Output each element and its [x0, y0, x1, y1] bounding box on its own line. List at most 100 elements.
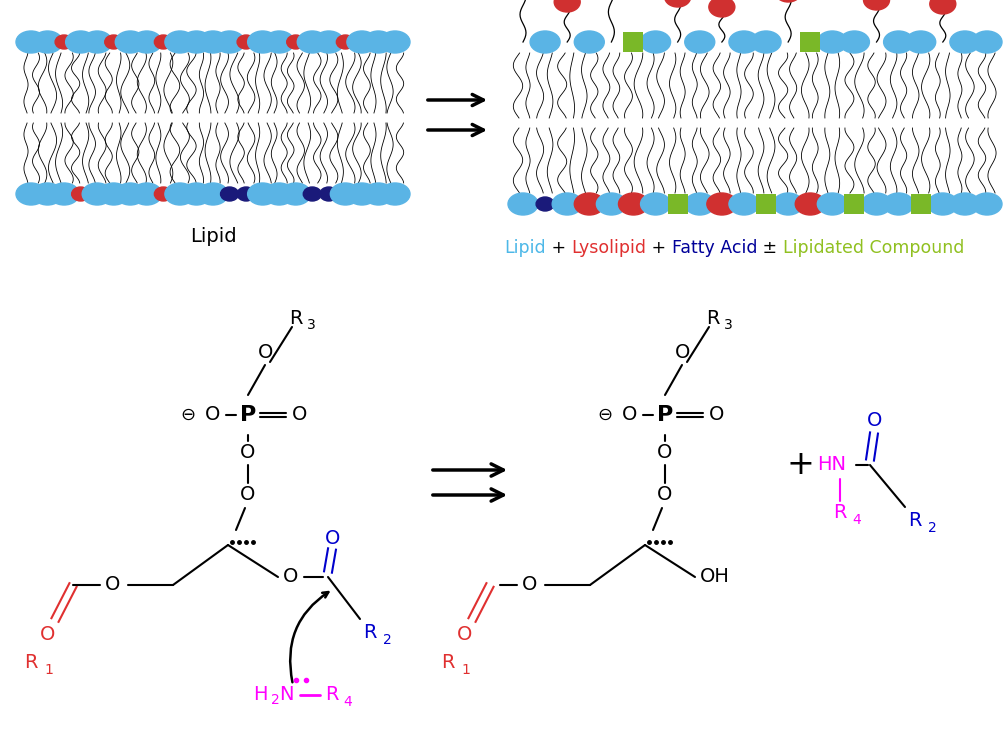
Ellipse shape: [729, 193, 759, 215]
Ellipse shape: [248, 183, 277, 205]
Ellipse shape: [929, 0, 956, 14]
Text: O: O: [326, 530, 341, 548]
Ellipse shape: [313, 31, 344, 53]
Ellipse shape: [729, 31, 759, 53]
Text: 3: 3: [306, 318, 316, 332]
Ellipse shape: [280, 183, 310, 205]
Ellipse shape: [16, 183, 46, 205]
Ellipse shape: [552, 193, 583, 215]
Text: R: R: [908, 512, 921, 530]
Ellipse shape: [364, 31, 393, 53]
Ellipse shape: [840, 31, 870, 53]
Ellipse shape: [198, 183, 228, 205]
Ellipse shape: [906, 31, 935, 53]
Ellipse shape: [337, 35, 355, 49]
Text: O: O: [292, 406, 307, 424]
Text: 1: 1: [462, 663, 471, 677]
Text: R: R: [442, 653, 455, 672]
Text: ⊖: ⊖: [598, 406, 613, 424]
Text: R: R: [326, 686, 339, 704]
Ellipse shape: [640, 31, 670, 53]
Bar: [624, 32, 643, 52]
Ellipse shape: [165, 183, 195, 205]
Text: 2: 2: [270, 693, 279, 707]
Text: O: O: [675, 343, 690, 363]
Ellipse shape: [237, 35, 255, 49]
Text: +: +: [545, 239, 572, 257]
Text: OH: OH: [701, 568, 730, 586]
Ellipse shape: [640, 193, 670, 215]
Text: Lipidated Compound: Lipidated Compound: [783, 239, 965, 257]
Ellipse shape: [864, 0, 889, 10]
Ellipse shape: [950, 193, 980, 215]
Ellipse shape: [751, 31, 781, 53]
Text: O: O: [258, 343, 274, 363]
Bar: [845, 194, 865, 214]
Text: R: R: [289, 309, 302, 327]
Ellipse shape: [817, 31, 848, 53]
Ellipse shape: [884, 31, 913, 53]
Text: Lipid: Lipid: [504, 239, 545, 257]
Ellipse shape: [99, 183, 129, 205]
Ellipse shape: [72, 187, 90, 201]
Ellipse shape: [154, 187, 172, 201]
Text: O: O: [283, 568, 298, 586]
Text: O: O: [657, 444, 672, 463]
Ellipse shape: [972, 193, 1002, 215]
Ellipse shape: [530, 31, 560, 53]
Ellipse shape: [380, 183, 410, 205]
Ellipse shape: [664, 0, 690, 7]
Ellipse shape: [554, 0, 581, 12]
Ellipse shape: [16, 31, 46, 53]
Text: 3: 3: [724, 318, 733, 332]
Text: HN: HN: [817, 456, 847, 474]
Ellipse shape: [237, 187, 255, 201]
Ellipse shape: [536, 197, 554, 211]
Ellipse shape: [264, 31, 294, 53]
Ellipse shape: [619, 193, 648, 215]
Ellipse shape: [862, 193, 891, 215]
Text: O: O: [105, 575, 121, 595]
Ellipse shape: [364, 183, 393, 205]
Text: O: O: [657, 486, 672, 504]
Ellipse shape: [347, 31, 377, 53]
Bar: [910, 194, 930, 214]
Text: O: O: [240, 486, 256, 504]
Text: Fatty Acid: Fatty Acid: [672, 239, 757, 257]
Text: O: O: [40, 625, 55, 645]
Text: R: R: [834, 504, 847, 522]
Ellipse shape: [795, 193, 826, 215]
Ellipse shape: [709, 0, 735, 17]
Text: R: R: [363, 624, 377, 642]
Ellipse shape: [884, 193, 913, 215]
Ellipse shape: [331, 183, 361, 205]
Ellipse shape: [221, 187, 239, 201]
Ellipse shape: [775, 0, 801, 2]
Ellipse shape: [817, 193, 848, 215]
Ellipse shape: [105, 35, 123, 49]
Text: P: P: [240, 405, 256, 425]
Ellipse shape: [83, 31, 112, 53]
Ellipse shape: [165, 31, 195, 53]
Text: Lipid: Lipid: [190, 227, 236, 245]
Ellipse shape: [49, 183, 79, 205]
Ellipse shape: [320, 187, 338, 201]
Bar: [800, 32, 821, 52]
Text: H: H: [253, 686, 267, 704]
Ellipse shape: [972, 31, 1002, 53]
Ellipse shape: [347, 183, 377, 205]
Text: +: +: [786, 448, 813, 481]
Ellipse shape: [927, 193, 958, 215]
Text: 4: 4: [344, 695, 353, 709]
Ellipse shape: [32, 183, 62, 205]
Ellipse shape: [248, 31, 277, 53]
Text: O: O: [206, 406, 221, 424]
Text: ⊖: ⊖: [180, 406, 196, 424]
Ellipse shape: [264, 183, 294, 205]
Text: O: O: [458, 625, 473, 645]
Text: P: P: [657, 405, 673, 425]
Text: R: R: [707, 309, 720, 327]
Text: O: O: [240, 444, 256, 463]
Text: O: O: [522, 575, 537, 595]
Text: 4: 4: [853, 513, 862, 527]
